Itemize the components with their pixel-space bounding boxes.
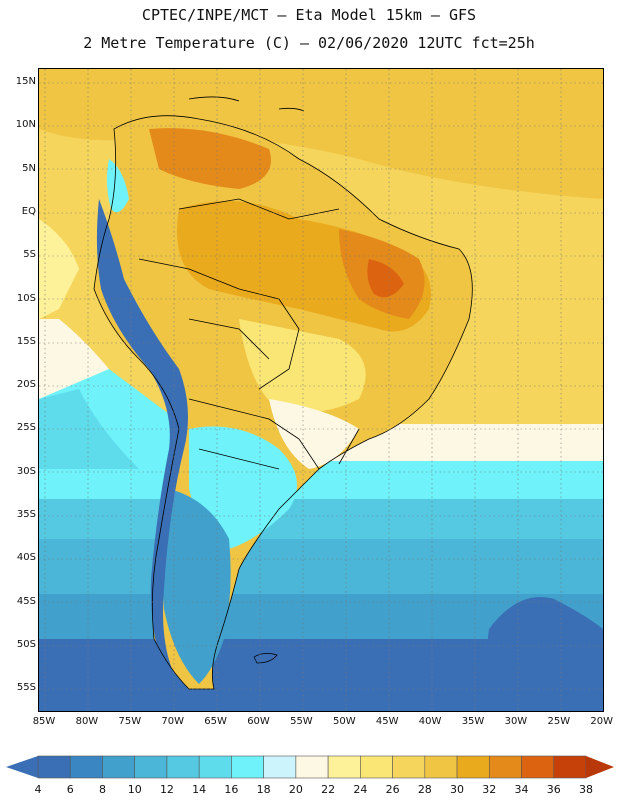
colorbar-tick-label: 26	[385, 783, 400, 796]
lon-label: 30W	[504, 716, 528, 727]
lat-label: 30S	[16, 465, 36, 477]
colorbar-swatch	[198, 755, 232, 779]
lon-label: 65W	[204, 716, 227, 727]
pacific-cool-tongue	[39, 219, 79, 319]
colorbar-underflow-arrow	[6, 756, 38, 778]
colorbar-tick-label: 38	[579, 783, 593, 796]
lat-label: 20S	[16, 379, 36, 391]
colorbar-swatch	[456, 755, 490, 779]
lat-label: 55S	[16, 682, 36, 694]
temperature-colorbar	[6, 755, 614, 779]
lat-label: 40S	[16, 552, 36, 564]
northeast-hottest	[367, 259, 404, 298]
lat-label: 45S	[16, 595, 36, 607]
ocean-band-mid	[39, 499, 603, 544]
colorbar-tick-label: 28	[417, 783, 432, 796]
colorbar-tick-label: 20	[288, 783, 303, 796]
colorbar-tick-label: 34	[514, 783, 529, 796]
colorbar-swatch	[553, 755, 587, 779]
caribbean-warm	[39, 69, 603, 199]
ocean-cold-pool-east	[479, 597, 603, 711]
lon-label: 20W	[590, 716, 613, 727]
colorbar-tick-label: 18	[256, 783, 271, 796]
lon-label: 50W	[332, 716, 356, 727]
lat-label: 10N	[15, 119, 36, 131]
lon-label: 25W	[547, 716, 571, 727]
lon-label: 45W	[375, 716, 399, 727]
venezuela-warm	[149, 128, 271, 189]
colorbar-swatch	[69, 755, 103, 779]
colorbar-swatch	[521, 755, 555, 779]
lat-label: 35S	[16, 509, 36, 520]
colorbar-tick-label: 8	[98, 783, 106, 796]
lat-label: 10S	[16, 292, 36, 304]
colorbar-swatch	[360, 755, 393, 779]
colorbar-tick-label: 10	[127, 783, 142, 796]
colorbar-tick-label: 16	[224, 783, 239, 796]
lat-label: 5N	[22, 162, 36, 174]
lat-label: 50S	[16, 638, 36, 650]
colorbar-swatch	[424, 755, 458, 779]
lon-label: 40W	[418, 716, 442, 727]
colorbar-swatch	[327, 755, 361, 779]
colorbar-swatch	[263, 755, 297, 779]
colorbar-tick-label: 6	[66, 783, 74, 796]
lon-label: 70W	[161, 716, 184, 727]
andes-cold	[96, 199, 188, 684]
colorbar-tick-label: 30	[450, 783, 465, 796]
colorbar-overflow-arrow	[586, 756, 614, 778]
colorbar-swatch	[392, 755, 426, 779]
lat-label: 5S	[23, 249, 36, 261]
colorbar-tick-label: 14	[192, 783, 207, 796]
chart-title-source: CPTEC/INPE/MCT – Eta Model 15km – GFS	[141, 6, 477, 24]
lat-label: 15S	[16, 335, 36, 347]
lon-label: 55W	[290, 716, 313, 727]
lat-label: 15N	[15, 76, 36, 87]
ocean-band-cold	[39, 539, 603, 599]
colorbar-swatch	[231, 755, 264, 779]
caribbean-islands	[188, 96, 305, 112]
falkland-islands	[253, 653, 278, 664]
south-brazil-cool	[269, 399, 359, 469]
colorbar-tick-label: 22	[321, 783, 336, 796]
colorbar-swatch	[102, 755, 136, 779]
colorbar-swatch	[295, 755, 329, 779]
lat-label: EQ	[21, 205, 36, 217]
lon-label: 60W	[247, 716, 270, 727]
colorbar-tick-label: 32	[482, 783, 497, 796]
colorbar-tick-label: 36	[546, 783, 561, 796]
colorbar-swatch	[134, 755, 168, 779]
patagonia-cold	[162, 489, 231, 684]
lon-label: 80W	[75, 716, 99, 727]
southern-cone-cool	[189, 426, 297, 549]
andes-north-cool	[106, 159, 129, 213]
map-panel	[38, 68, 604, 712]
lat-label: 25S	[16, 422, 36, 434]
colorbar-swatch	[488, 755, 522, 779]
colorbar-tick-label: 24	[353, 783, 368, 796]
country-borders	[93, 115, 473, 690]
colorbar-swatch	[166, 755, 200, 779]
colorbar-swatch	[37, 755, 71, 779]
lon-label: 85W	[32, 716, 56, 727]
colorbar-tick-label: 4	[34, 783, 42, 796]
lon-label: 75W	[118, 716, 142, 727]
colorbar-tick-label: 12	[159, 783, 174, 796]
chart-title-variable: 2 Metre Temperature (C) – 02/06/2020 12U…	[83, 34, 535, 52]
central-brazil-mild	[239, 319, 366, 413]
lon-label: 35W	[461, 716, 485, 727]
